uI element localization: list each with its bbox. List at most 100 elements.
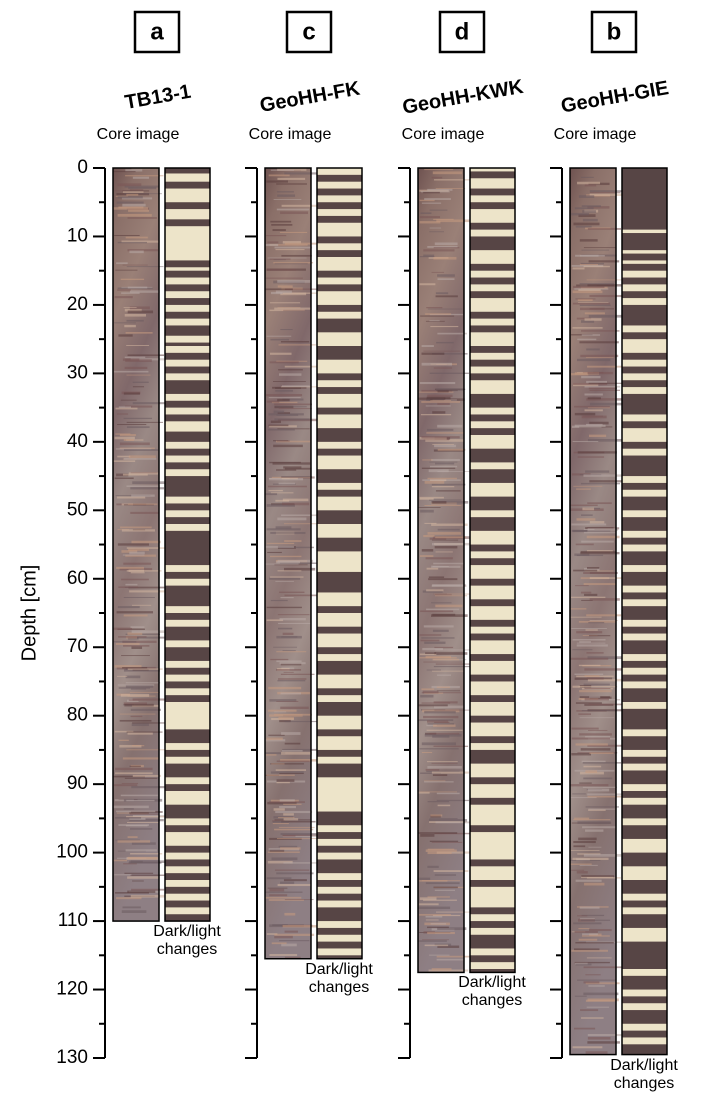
core-streak — [583, 981, 600, 984]
core-streak — [584, 687, 611, 690]
dark-band — [622, 660, 667, 668]
core-streak — [266, 268, 296, 271]
core-streak — [280, 847, 301, 850]
dark-band — [317, 236, 362, 244]
core-streak — [132, 698, 168, 701]
dark-band — [470, 469, 515, 483]
core-streak — [587, 744, 624, 747]
core-streak — [115, 448, 152, 450]
core-streak — [275, 580, 294, 582]
dark-band — [317, 188, 362, 196]
dark-band — [470, 544, 515, 552]
core-streak — [587, 502, 612, 505]
core-streak — [269, 577, 301, 580]
core-streak — [430, 923, 447, 925]
core-streak — [277, 194, 296, 197]
core-streak — [436, 341, 454, 344]
core-streak — [124, 777, 158, 779]
core-streak — [585, 829, 604, 832]
core-streak — [427, 801, 450, 803]
core-streak — [126, 799, 155, 802]
core-streak — [431, 841, 463, 843]
core-image-frame — [417, 167, 465, 974]
core-streak — [276, 360, 308, 362]
core-streak — [276, 191, 294, 193]
core-streak — [431, 523, 468, 526]
y-tick-label: 30 — [67, 362, 88, 383]
core-streak — [278, 678, 307, 680]
core-streak — [124, 313, 147, 317]
core-streak — [119, 434, 136, 437]
core-streak — [114, 665, 142, 668]
core-streak — [421, 436, 460, 439]
dark-band — [165, 431, 210, 442]
core-streak — [424, 944, 449, 947]
dark-band — [622, 708, 667, 730]
core-streak — [265, 752, 286, 755]
core-streak — [283, 879, 307, 882]
core-streak — [421, 752, 433, 754]
dark-band — [470, 346, 515, 353]
core-streak — [269, 953, 298, 957]
core-streak — [267, 709, 297, 712]
core-streak — [418, 719, 454, 722]
core-streak — [280, 663, 302, 666]
core-streak — [436, 911, 476, 913]
dark-band — [317, 304, 362, 312]
dark-band — [165, 647, 210, 661]
core-streak — [281, 477, 298, 480]
core-streak — [431, 614, 468, 617]
core-streak — [426, 567, 439, 570]
core-streak — [114, 784, 138, 787]
core-streak — [130, 572, 145, 574]
core-streak — [279, 773, 304, 775]
core-streak — [575, 702, 602, 704]
core-streak — [587, 371, 614, 375]
core-streak — [129, 306, 150, 310]
core-streak — [431, 542, 470, 546]
core-streak — [587, 998, 619, 1002]
core-streak — [427, 188, 453, 191]
core-streak — [114, 322, 136, 324]
core-streak — [278, 817, 295, 819]
core-streak — [265, 277, 303, 279]
core-streak — [130, 708, 161, 711]
dark-band — [470, 715, 515, 723]
core-streak — [275, 290, 292, 294]
core-streak — [267, 551, 282, 554]
core-streak — [267, 241, 279, 244]
core-streak — [279, 591, 305, 593]
core-streak — [281, 254, 312, 257]
core-streak — [589, 389, 621, 391]
core-streak — [432, 774, 448, 777]
y-tick-label: 60 — [67, 568, 88, 589]
dark-band — [470, 695, 515, 702]
core-streak — [574, 995, 587, 997]
core-streak — [131, 842, 156, 845]
core-streak — [573, 485, 603, 487]
core-streak — [132, 604, 152, 606]
core-streak — [268, 734, 285, 736]
core-streak — [586, 348, 600, 351]
core-streak — [423, 254, 435, 257]
dark-band — [470, 969, 515, 973]
core-streak — [270, 220, 292, 223]
core-streak — [125, 583, 138, 586]
core-streak — [128, 699, 140, 701]
core-streak — [587, 206, 610, 209]
core-streak — [284, 899, 314, 901]
core-streak — [423, 715, 459, 719]
core-streak — [128, 862, 162, 864]
core-streak — [420, 772, 441, 774]
core-streak — [276, 414, 299, 416]
core-streak — [588, 434, 607, 438]
core-streak — [424, 733, 462, 737]
core-streak — [270, 771, 304, 774]
core-streak — [269, 714, 303, 717]
core-streak — [115, 892, 149, 894]
core-streak — [432, 724, 456, 727]
dark-band — [622, 393, 667, 415]
core-streak — [281, 309, 305, 311]
dark-band — [470, 359, 515, 367]
